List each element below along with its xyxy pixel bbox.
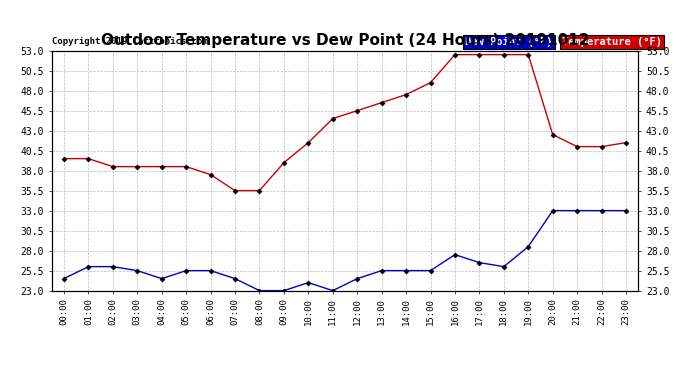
Title: Outdoor Temperature vs Dew Point (24 Hours) 20191012: Outdoor Temperature vs Dew Point (24 Hou… — [101, 33, 589, 48]
Text: Temperature (°F): Temperature (°F) — [562, 37, 662, 47]
Text: Copyright 2019 Cartronics.com: Copyright 2019 Cartronics.com — [52, 37, 208, 46]
Text: Dew Point (°F): Dew Point (°F) — [465, 37, 553, 47]
